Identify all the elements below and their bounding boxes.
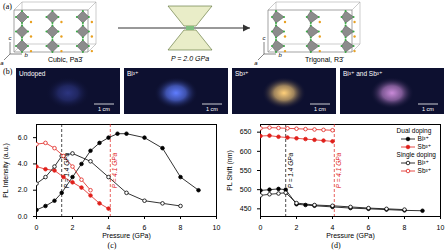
svg-text:P = 1.4 GPa: P = 1.4 GPa (287, 152, 294, 188)
svg-text:650: 650 (240, 128, 252, 135)
svg-text:Sb³⁺: Sb³⁺ (235, 70, 249, 77)
html-text:(c): (c) (107, 241, 117, 250)
svg-text:2: 2 (71, 224, 75, 231)
svg-text:2.0: 2.0 (18, 186, 28, 193)
svg-text:c: c (263, 35, 266, 41)
svg-text:PL Intensity (a.u.): PL Intensity (a.u.) (2, 143, 10, 198)
svg-text:b: b (279, 52, 283, 58)
svg-text:P = 4.1 GPa: P = 4.1 GPa (335, 152, 342, 188)
svg-text:0: 0 (259, 224, 263, 231)
svg-text:a: a (0, 60, 4, 66)
svg-text:450: 450 (240, 205, 252, 212)
svg-text:a: a (254, 60, 258, 66)
svg-text:4: 4 (331, 224, 335, 231)
svg-text:P = 1.4 GPa: P = 1.4 GPa (63, 152, 70, 188)
svg-text:550: 550 (240, 167, 252, 174)
svg-text:Bi³⁺ and Sb³⁺: Bi³⁺ and Sb³⁺ (343, 70, 382, 77)
svg-text:10: 10 (437, 224, 445, 231)
svg-text:8: 8 (403, 224, 407, 231)
svg-text:2: 2 (295, 224, 299, 231)
svg-text:6: 6 (143, 224, 147, 231)
html-text:Sb³⁺: Sb³⁺ (417, 143, 432, 150)
svg-text:(a): (a) (3, 2, 12, 11)
svg-text:0: 0 (35, 224, 39, 231)
svg-text:4: 4 (107, 224, 111, 231)
svg-text:Bi³⁺: Bi³⁺ (127, 70, 138, 77)
html-text:Bi³⁺: Bi³⁺ (417, 159, 429, 166)
svg-text:10: 10 (213, 224, 221, 231)
svg-text:1 cm: 1 cm (98, 106, 110, 112)
html-text:(d): (d) (331, 241, 341, 250)
svg-text:8: 8 (179, 224, 183, 231)
html-text:Single doping: Single doping (396, 151, 436, 158)
svg-text:1 cm: 1 cm (206, 106, 218, 112)
svg-text:1 cm: 1 cm (314, 106, 326, 112)
svg-text:6.0: 6.0 (18, 134, 28, 141)
svg-text:6: 6 (367, 224, 371, 231)
html-text:Bi³⁺: Bi³⁺ (417, 135, 429, 142)
svg-text:(b): (b) (3, 67, 13, 76)
html-text:Sb³⁺: Sb³⁺ (417, 167, 432, 174)
svg-text:Pressure (GPa): Pressure (GPa) (326, 232, 375, 240)
svg-text:Undoped: Undoped (19, 70, 46, 78)
svg-text:Cubic, Pa3̄: Cubic, Pa3̄ (48, 56, 83, 63)
svg-text:4.0: 4.0 (18, 160, 28, 167)
svg-text:1 cm: 1 cm (422, 106, 434, 112)
svg-text:Trigonal, R3̄: Trigonal, R3̄ (305, 56, 344, 64)
svg-text:0.0: 0.0 (18, 213, 28, 220)
html-text:Dual doping: Dual doping (396, 127, 432, 134)
svg-text:500: 500 (240, 186, 252, 193)
svg-text:Pressure (GPa): Pressure (GPa) (102, 232, 151, 240)
svg-text:c: c (9, 35, 12, 41)
svg-text:b: b (25, 52, 29, 58)
svg-text:PL Shift (nm): PL Shift (nm) (226, 150, 234, 191)
svg-text:600: 600 (240, 148, 252, 155)
svg-text:P = 4.1 GPa: P = 4.1 GPa (111, 152, 118, 188)
svg-text:P = 2.0 GPa: P = 2.0 GPa (171, 55, 209, 62)
